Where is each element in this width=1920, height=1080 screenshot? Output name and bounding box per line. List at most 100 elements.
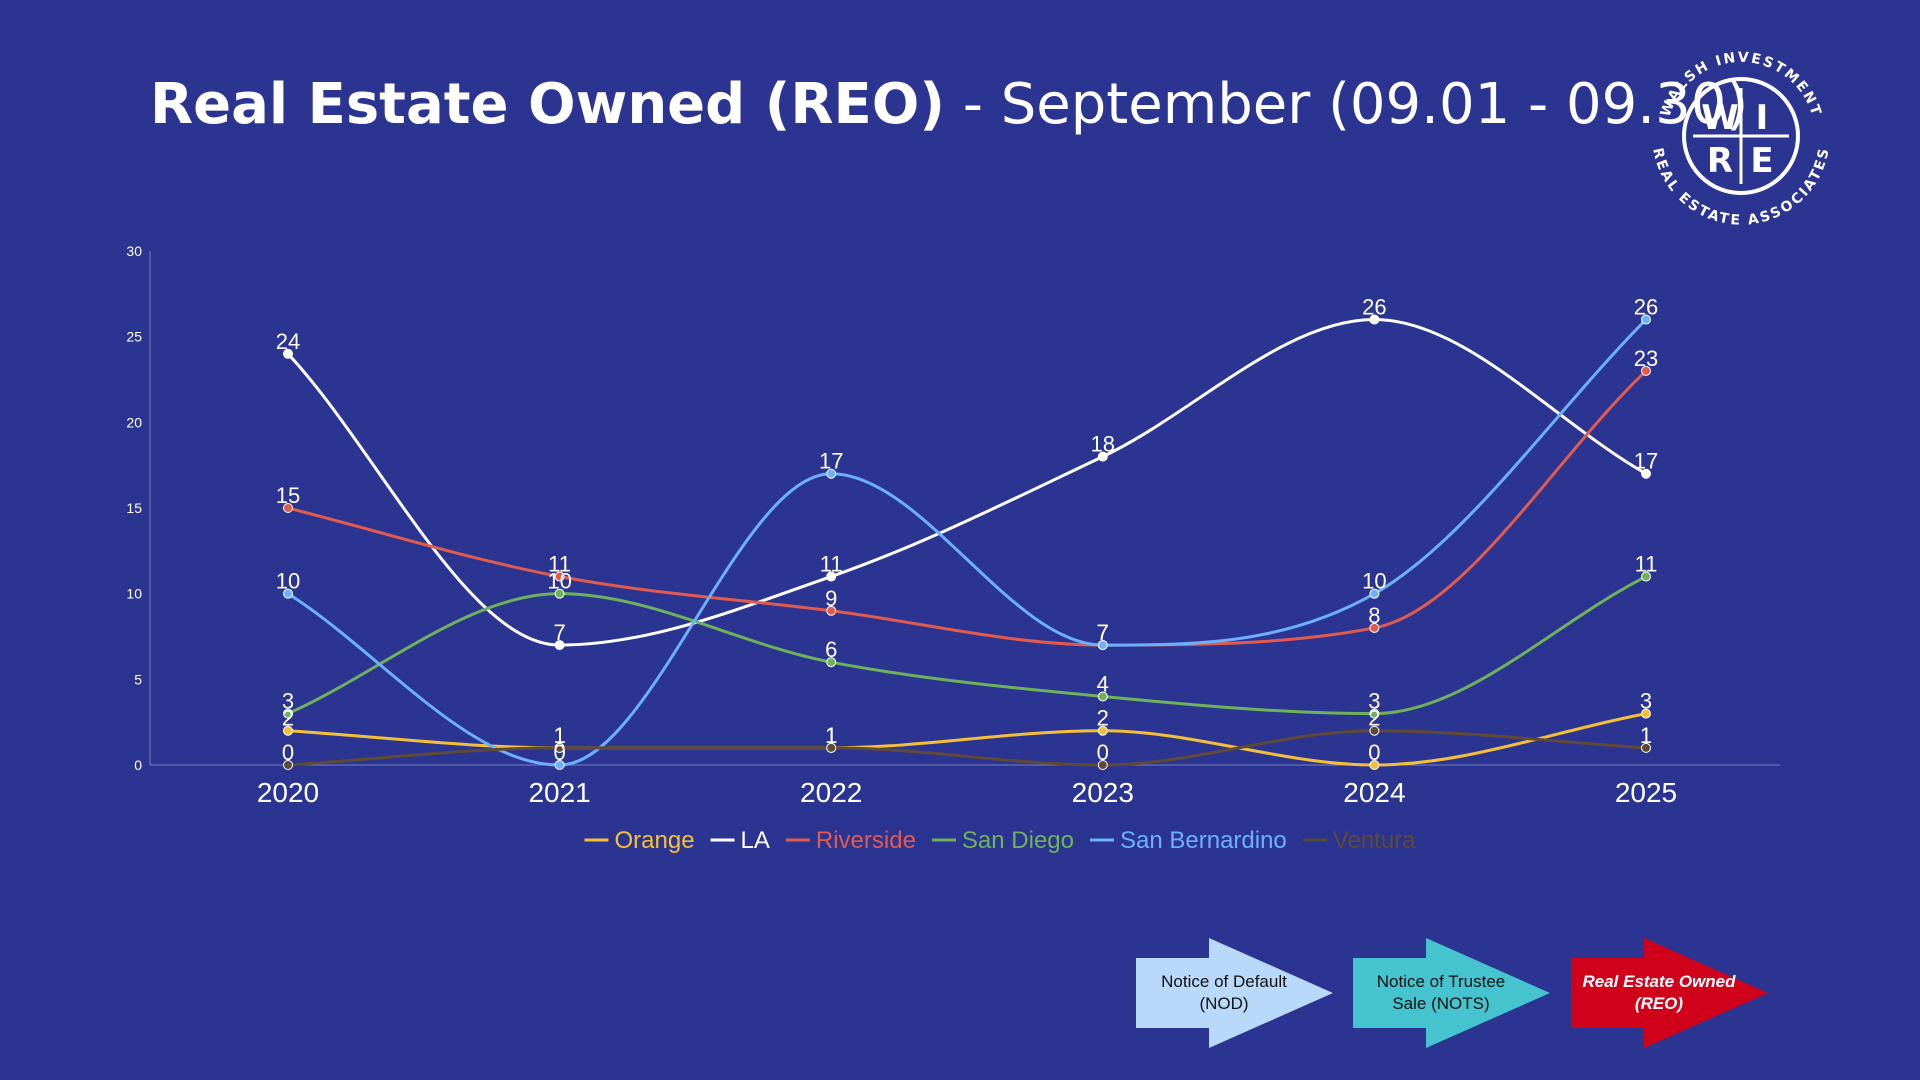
data-label-ventura: 1 <box>1640 723 1652 748</box>
data-point-san-bernardino <box>554 760 565 770</box>
y-tick-label: 5 <box>134 671 142 687</box>
data-label-san-bernardino: 7 <box>1097 620 1109 645</box>
process-arrow-label: (REO) <box>1635 994 1684 1013</box>
logo-letter-w: W <box>1701 98 1739 138</box>
process-arrows: Notice of Default (NOD) Notice of Trustee S… <box>1136 938 1768 1048</box>
series-line-la <box>286 318 1647 647</box>
y-tick-label: 0 <box>134 757 142 773</box>
data-point-la <box>1641 468 1651 479</box>
wire-logo: W I R E WALSH INVESTMENT REAL ESTATE ASS… <box>1649 50 1831 229</box>
x-tick-label: 2022 <box>800 777 862 808</box>
data-label-san-bernardino: 0 <box>553 740 565 765</box>
data-label-san-diego: 10 <box>547 569 571 594</box>
data-point-san-diego <box>826 657 837 668</box>
title-bold: Real Estate Owned (REO) <box>150 72 945 137</box>
data-label-orange: 1 <box>825 723 837 748</box>
data-point-orange <box>1369 760 1380 770</box>
x-tick-label: 2023 <box>1072 777 1134 808</box>
data-label-la: 17 <box>1634 449 1658 474</box>
data-point-riverside <box>826 605 837 616</box>
data-point-ventura <box>1641 742 1651 753</box>
data-label-orange: 2 <box>1097 706 1109 731</box>
data-label-la: 26 <box>1362 295 1386 320</box>
logo-letter-i: I <box>1756 98 1769 138</box>
legend-label-ventura: Ventura <box>1333 827 1416 854</box>
legend-label-san-diego: San Diego <box>962 827 1074 854</box>
data-point-san-diego <box>1641 571 1651 582</box>
data-point-ventura <box>1369 725 1380 736</box>
data-label-ventura: 0 <box>282 740 294 765</box>
data-point-san-diego <box>554 588 565 599</box>
data-label-riverside: 23 <box>1634 346 1658 371</box>
data-point-san-bernardino <box>283 588 293 599</box>
data-point-riverside <box>1369 622 1380 633</box>
data-label-san-diego: 3 <box>282 689 294 714</box>
logo-letter-e: E <box>1750 141 1773 181</box>
x-tick-label: 2025 <box>1615 777 1677 808</box>
data-label-orange: 1 <box>553 723 565 748</box>
logo-letter-r: R <box>1707 141 1733 181</box>
data-label-riverside: 7 <box>1097 620 1109 645</box>
data-label-san-bernardino: 17 <box>819 449 843 474</box>
process-arrow-label: (NOD) <box>1199 994 1248 1013</box>
y-tick-label: 25 <box>126 329 142 345</box>
data-point-san-bernardino <box>1641 314 1651 325</box>
data-label-riverside: 15 <box>276 483 300 508</box>
process-arrow-3 <box>1571 938 1768 1048</box>
data-label-ventura: 2 <box>1368 706 1380 731</box>
data-point-riverside <box>283 503 293 513</box>
data-label-la: 11 <box>820 552 843 577</box>
y-tick-label: 15 <box>126 500 142 516</box>
y-tick-label: 30 <box>126 243 142 259</box>
data-label-san-diego: 6 <box>825 637 837 662</box>
x-tick-label: 2024 <box>1343 777 1405 808</box>
data-label-orange: 3 <box>1640 689 1652 714</box>
data-label-san-diego: 3 <box>1368 689 1380 714</box>
data-label-san-bernardino: 26 <box>1634 295 1658 320</box>
series-line-ventura <box>287 729 1647 767</box>
data-point-san-bernardino <box>826 468 837 479</box>
data-label-riverside: 8 <box>1368 603 1380 628</box>
data-point-ventura <box>283 760 293 770</box>
slide-title: Real Estate Owned (REO) - September (09.… <box>150 72 1748 137</box>
data-point-la <box>554 640 565 651</box>
data-point-san-bernardino <box>1369 588 1380 599</box>
data-label-san-diego: 11 <box>1635 552 1658 577</box>
data-point-la <box>1369 314 1380 325</box>
data-point-orange <box>283 725 293 736</box>
data-point-ventura <box>554 742 565 753</box>
data-label-ventura: 1 <box>553 723 565 748</box>
data-label-san-bernardino: 10 <box>1362 569 1386 594</box>
data-point-riverside <box>1641 365 1651 376</box>
chart-legend: Orange LA Riverside San Diego San Bernardino… <box>584 827 1416 854</box>
data-label-la: 24 <box>276 329 300 354</box>
series-line-san-diego <box>287 575 1647 716</box>
process-arrow-1 <box>1136 938 1333 1048</box>
process-arrow-label: Real Estate Owned <box>1582 972 1736 991</box>
data-point-la <box>1097 451 1108 462</box>
data-point-ventura <box>1097 760 1108 770</box>
data-label-orange: 2 <box>282 706 294 731</box>
data-point-riverside <box>554 571 565 582</box>
data-label-orange: 0 <box>1368 740 1380 765</box>
x-tick-label: 2021 <box>528 777 590 808</box>
data-point-ventura <box>826 742 837 753</box>
data-point-la <box>826 571 837 582</box>
title-rest: - September (09.01 - 09.30) <box>944 72 1749 137</box>
process-arrow-label: Notice of Trustee <box>1377 972 1506 991</box>
data-point-san-diego <box>283 708 293 719</box>
process-arrow-2 <box>1353 938 1550 1048</box>
series-line-riverside <box>287 369 1648 647</box>
data-point-san-diego <box>1369 708 1380 719</box>
data-label-riverside: 11 <box>548 552 571 577</box>
data-label-ventura: 1 <box>825 723 837 748</box>
data-point-orange <box>1641 708 1651 719</box>
data-label-san-bernardino: 10 <box>276 569 300 594</box>
data-point-san-diego <box>1097 691 1108 702</box>
logo-ring <box>1682 77 1800 195</box>
process-arrow-label: Sale (NOTS) <box>1392 994 1489 1013</box>
chart-data-labels: 21 12032471118261715119782331064311100177… <box>276 295 1658 765</box>
data-label-ventura: 0 <box>1097 740 1109 765</box>
